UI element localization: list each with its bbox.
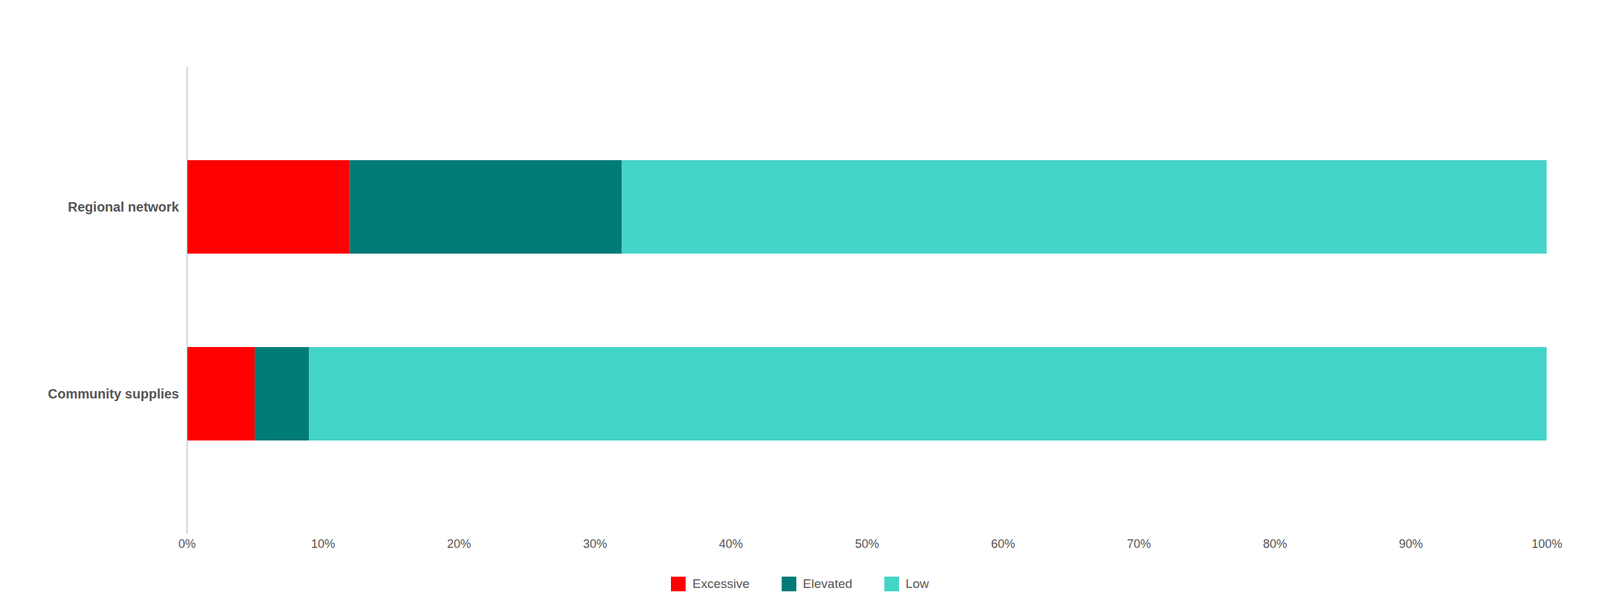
svg-text:70%: 70% — [1127, 536, 1152, 551]
svg-text:30%: 30% — [582, 536, 607, 551]
svg-text:20%: 20% — [446, 536, 471, 551]
svg-text:Community supplies: Community supplies — [48, 386, 180, 401]
svg-text:0%: 0% — [178, 536, 196, 551]
svg-text:40%: 40% — [718, 536, 743, 551]
svg-text:50%: 50% — [855, 536, 880, 551]
svg-text:Regional network: Regional network — [68, 199, 181, 215]
html-text:Excessive: Excessive — [692, 576, 750, 591]
svg-text:60%: 60% — [991, 536, 1016, 551]
svg-text:80%: 80% — [1263, 536, 1288, 551]
svg-text:100%: 100% — [1531, 536, 1562, 551]
svg-text:10%: 10% — [310, 536, 335, 551]
html-text:Elevated: Elevated — [802, 576, 853, 591]
svg-text:90%: 90% — [1399, 536, 1424, 551]
html-text:Low: Low — [905, 576, 929, 591]
